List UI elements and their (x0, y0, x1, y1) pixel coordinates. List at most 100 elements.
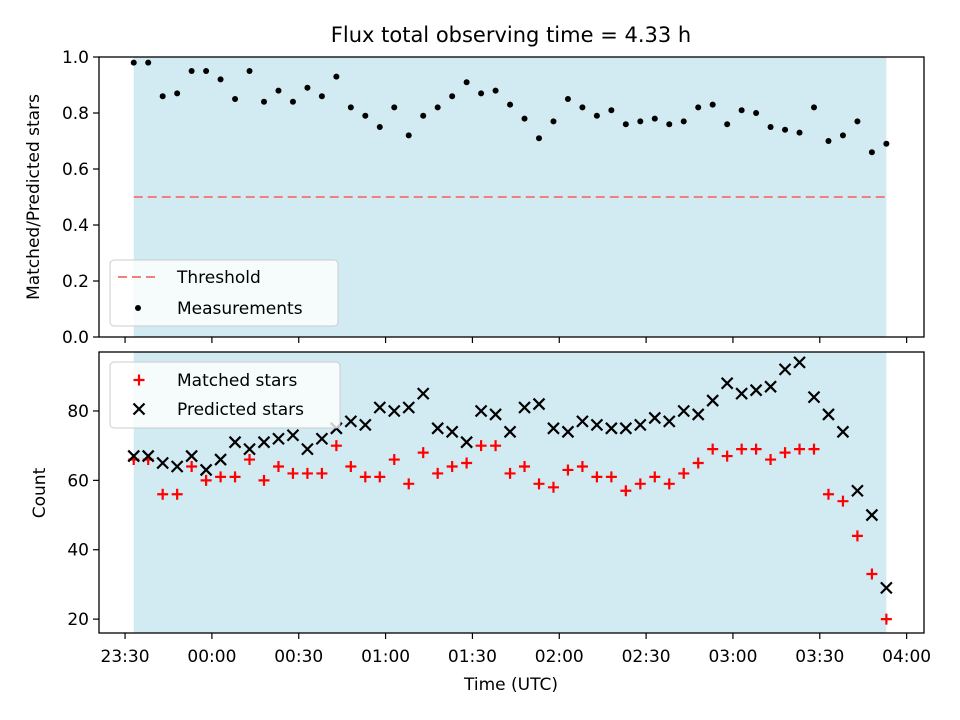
y-tick-label: 80 (67, 402, 89, 422)
predicted-star-point (865, 508, 879, 522)
predicted-star-point (489, 408, 502, 421)
measurement-point (362, 112, 369, 119)
predicted-star-point (590, 418, 604, 432)
predicted-star-point (619, 422, 633, 435)
measurement-point (738, 107, 745, 114)
measurement-point (246, 68, 253, 74)
measurement-point (275, 87, 282, 94)
y-tick-label: 0.6 (62, 160, 89, 180)
x-tick-label: 01:30 (448, 647, 497, 667)
predicted-star-point (749, 383, 763, 397)
y-tick-label: 1.0 (62, 48, 89, 68)
measurement-point (261, 98, 267, 105)
matched-star-point (316, 467, 328, 479)
predicted-star-point (735, 387, 748, 400)
measurement-point (289, 98, 296, 105)
x-axis-label: Time (UTC) (463, 675, 558, 695)
predicted-star-point (141, 449, 155, 463)
count-legend: Matched stars Predicted stars (109, 361, 341, 429)
measurement-point (130, 59, 137, 66)
matched-star-point (374, 471, 386, 483)
measurement-point (825, 138, 832, 144)
matched-star-point (258, 474, 270, 486)
ratio-y-axis-label: Matched/Predicted stars (24, 94, 44, 300)
measurement-point (811, 104, 817, 111)
measurement-point (651, 115, 658, 122)
axes-frame (98, 56, 925, 338)
measurement-point (695, 104, 702, 111)
predicted-star-point (547, 422, 560, 435)
measurement-point (232, 96, 239, 102)
predicted-star-point (416, 387, 430, 400)
predicted-legend-label: Predicted stars (177, 400, 304, 420)
matched-star-point (287, 467, 299, 479)
predicted-star-point (257, 435, 271, 449)
predicted-star-point (431, 422, 444, 435)
x-tick-label: 03:30 (795, 647, 844, 667)
matched-star-point (663, 478, 675, 490)
predicted-star-point (127, 449, 141, 463)
x-tick-label: 04:00 (882, 647, 931, 667)
matched-star-point (330, 440, 342, 452)
measurement-point (854, 118, 861, 125)
y-tick-label: 0.0 (62, 328, 89, 348)
matched-star-point (707, 443, 719, 455)
ratio-panel: 0.0 0.2 0.4 0.6 0.8 1.0 Threshold Measurements (62, 48, 925, 348)
measurement-point (883, 140, 890, 147)
predicted-star-point (561, 425, 575, 439)
predicted-star-point (880, 581, 893, 595)
predicted-star-point (460, 435, 473, 449)
matched-star-point (272, 460, 284, 472)
predicted-star-point (243, 442, 256, 456)
matched-star-point (808, 443, 820, 455)
matched-star-point (765, 454, 777, 466)
predicted-star-point (822, 408, 835, 421)
measurement-point (145, 59, 152, 66)
predicted-star-point (576, 415, 589, 428)
predicted-star-point (807, 390, 821, 404)
measurement-point (203, 68, 210, 74)
y-tick-label: 40 (67, 541, 89, 561)
measurement-point (391, 104, 398, 111)
predicted-legend-swatch (132, 402, 146, 416)
measurement-point (507, 101, 514, 108)
matched-star-point (794, 443, 806, 455)
measurement-point (159, 93, 166, 100)
matched-star-point (576, 460, 588, 472)
matched-star-point (562, 464, 574, 476)
matched-star-point (345, 460, 357, 472)
predicted-star-point (315, 432, 329, 446)
matched-legend-swatch (133, 374, 145, 386)
predicted-star-point (605, 422, 618, 435)
x-tick-label: 00:00 (187, 647, 236, 667)
matched-star-point (504, 467, 516, 479)
y-tick-label: 20 (67, 610, 89, 630)
predicted-star-point (185, 449, 198, 463)
predicted-star-point (836, 425, 850, 439)
matched-star-point (750, 443, 762, 455)
predicted-star-point (851, 484, 864, 498)
ratio-legend: Threshold Measurements (109, 259, 339, 327)
predicted-star-point (474, 404, 488, 418)
matched-star-point (186, 460, 198, 472)
measurement-point (593, 112, 600, 119)
predicted-star-point (387, 404, 401, 418)
measurement-point (637, 118, 644, 125)
measurement-point (217, 76, 224, 83)
threshold-legend-label: Threshold (176, 268, 261, 288)
y-tick-label: 0.8 (62, 104, 89, 124)
matched-star-point (736, 443, 748, 455)
measurement-point (796, 129, 803, 136)
measurement-point (709, 101, 716, 108)
matched-star-point (446, 460, 458, 472)
measurement-point (782, 126, 789, 133)
matched-star-point (417, 447, 429, 459)
measurements-legend-swatch (135, 305, 141, 311)
measurement-point (463, 79, 470, 86)
matched-star-point (591, 471, 603, 483)
matched-star-point (403, 478, 415, 490)
predicted-star-point (518, 401, 531, 414)
predicted-star-point (691, 408, 705, 421)
matched-star-point (880, 613, 892, 625)
axes-frame (98, 351, 925, 634)
